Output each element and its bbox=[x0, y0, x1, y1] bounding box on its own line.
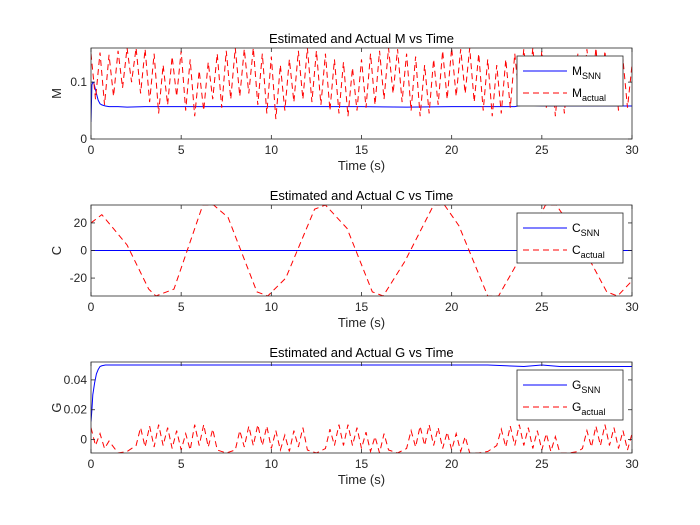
subplot-3: 0 5 10 15 20 25 30 0 0.02 0.04 Estimated and Actua… bbox=[49, 345, 639, 487]
legend-main: G bbox=[572, 378, 581, 392]
x-tick-label: 0 bbox=[88, 300, 95, 314]
subplot-2: 0 5 10 15 20 25 30 -20 0 20 Estimated and Actual C… bbox=[49, 188, 639, 330]
x-tick-label: 30 bbox=[625, 300, 639, 314]
x-axis-label: Time (s) bbox=[338, 315, 385, 330]
legend-label-actual: Cactual bbox=[572, 243, 605, 260]
y-axis-label: G bbox=[49, 402, 64, 412]
series-line-snn bbox=[91, 81, 632, 122]
series-line-actual bbox=[91, 424, 632, 453]
series-group bbox=[91, 364, 632, 453]
y-tick-label: 0 bbox=[80, 433, 87, 447]
x-tick-label: 20 bbox=[445, 143, 459, 157]
x-tick-label: 25 bbox=[535, 457, 549, 471]
x-tick-label: 20 bbox=[445, 300, 459, 314]
x-axis-label: Time (s) bbox=[338, 158, 385, 173]
y-tick-label: -20 bbox=[70, 271, 88, 285]
x-tick-label: 10 bbox=[265, 457, 279, 471]
y-tick-label: 0.1 bbox=[70, 75, 87, 89]
y-axis-label: M bbox=[49, 88, 64, 99]
x-tick-label: 15 bbox=[355, 457, 369, 471]
x-tick-label: 10 bbox=[265, 143, 279, 157]
legend-main: G bbox=[572, 400, 581, 414]
x-tick-label: 30 bbox=[625, 143, 639, 157]
x-tick-label: 20 bbox=[445, 457, 459, 471]
chart-title: Estimated and Actual C vs Time bbox=[270, 188, 454, 203]
y-tick-label: 0 bbox=[80, 132, 87, 146]
x-tick-label: 10 bbox=[265, 300, 279, 314]
x-tick-label: 30 bbox=[625, 457, 639, 471]
legend-main: M bbox=[572, 86, 582, 100]
legend-sub: SNN bbox=[581, 385, 600, 395]
y-tick-label: 0 bbox=[80, 244, 87, 258]
x-tick-label: 5 bbox=[178, 457, 185, 471]
legend-box bbox=[516, 369, 624, 421]
x-tick-label: 25 bbox=[535, 300, 549, 314]
x-tick-label: 15 bbox=[355, 143, 369, 157]
subplots: 0 5 10 15 20 25 30 0 0.1 Estimated and Actual M v… bbox=[49, 31, 639, 487]
x-tick-label: 0 bbox=[88, 457, 95, 471]
x-tick-label: 5 bbox=[178, 300, 185, 314]
legend-main: C bbox=[572, 243, 581, 257]
y-tick-label: 0.04 bbox=[64, 373, 88, 387]
legend-label-snn: MSNN bbox=[572, 64, 601, 81]
x-tick-label: 0 bbox=[88, 143, 95, 157]
legend-box bbox=[516, 212, 624, 264]
legend-sub: actual bbox=[581, 407, 605, 417]
legend-main: C bbox=[572, 221, 581, 235]
subplot-1: 0 5 10 15 20 25 30 0 0.1 Estimated and Actual M v… bbox=[49, 31, 639, 173]
legend-sub: SNN bbox=[582, 71, 601, 81]
chart-title: Estimated and Actual G vs Time bbox=[269, 345, 453, 360]
legend-sub: SNN bbox=[581, 228, 600, 238]
legend-sub: actual bbox=[582, 93, 606, 103]
legend-label-snn: CSNN bbox=[572, 221, 600, 238]
x-tick-label: 25 bbox=[535, 143, 549, 157]
x-axis-label: Time (s) bbox=[338, 472, 385, 487]
legend-box bbox=[516, 55, 624, 107]
legend-label-actual: Mactual bbox=[572, 86, 606, 103]
y-axis-label: C bbox=[49, 246, 64, 255]
x-tick-label: 5 bbox=[178, 143, 185, 157]
y-tick-label: 0.02 bbox=[64, 403, 88, 417]
legend-sub: actual bbox=[581, 250, 605, 260]
x-tick-label: 15 bbox=[355, 300, 369, 314]
y-tick-label: 20 bbox=[74, 216, 88, 230]
chart-title: Estimated and Actual M vs Time bbox=[269, 31, 454, 46]
legend-label-actual: Gactual bbox=[572, 400, 605, 417]
legend-label-snn: GSNN bbox=[572, 378, 600, 395]
legend-main: M bbox=[572, 64, 582, 78]
series-line-snn bbox=[91, 364, 632, 422]
